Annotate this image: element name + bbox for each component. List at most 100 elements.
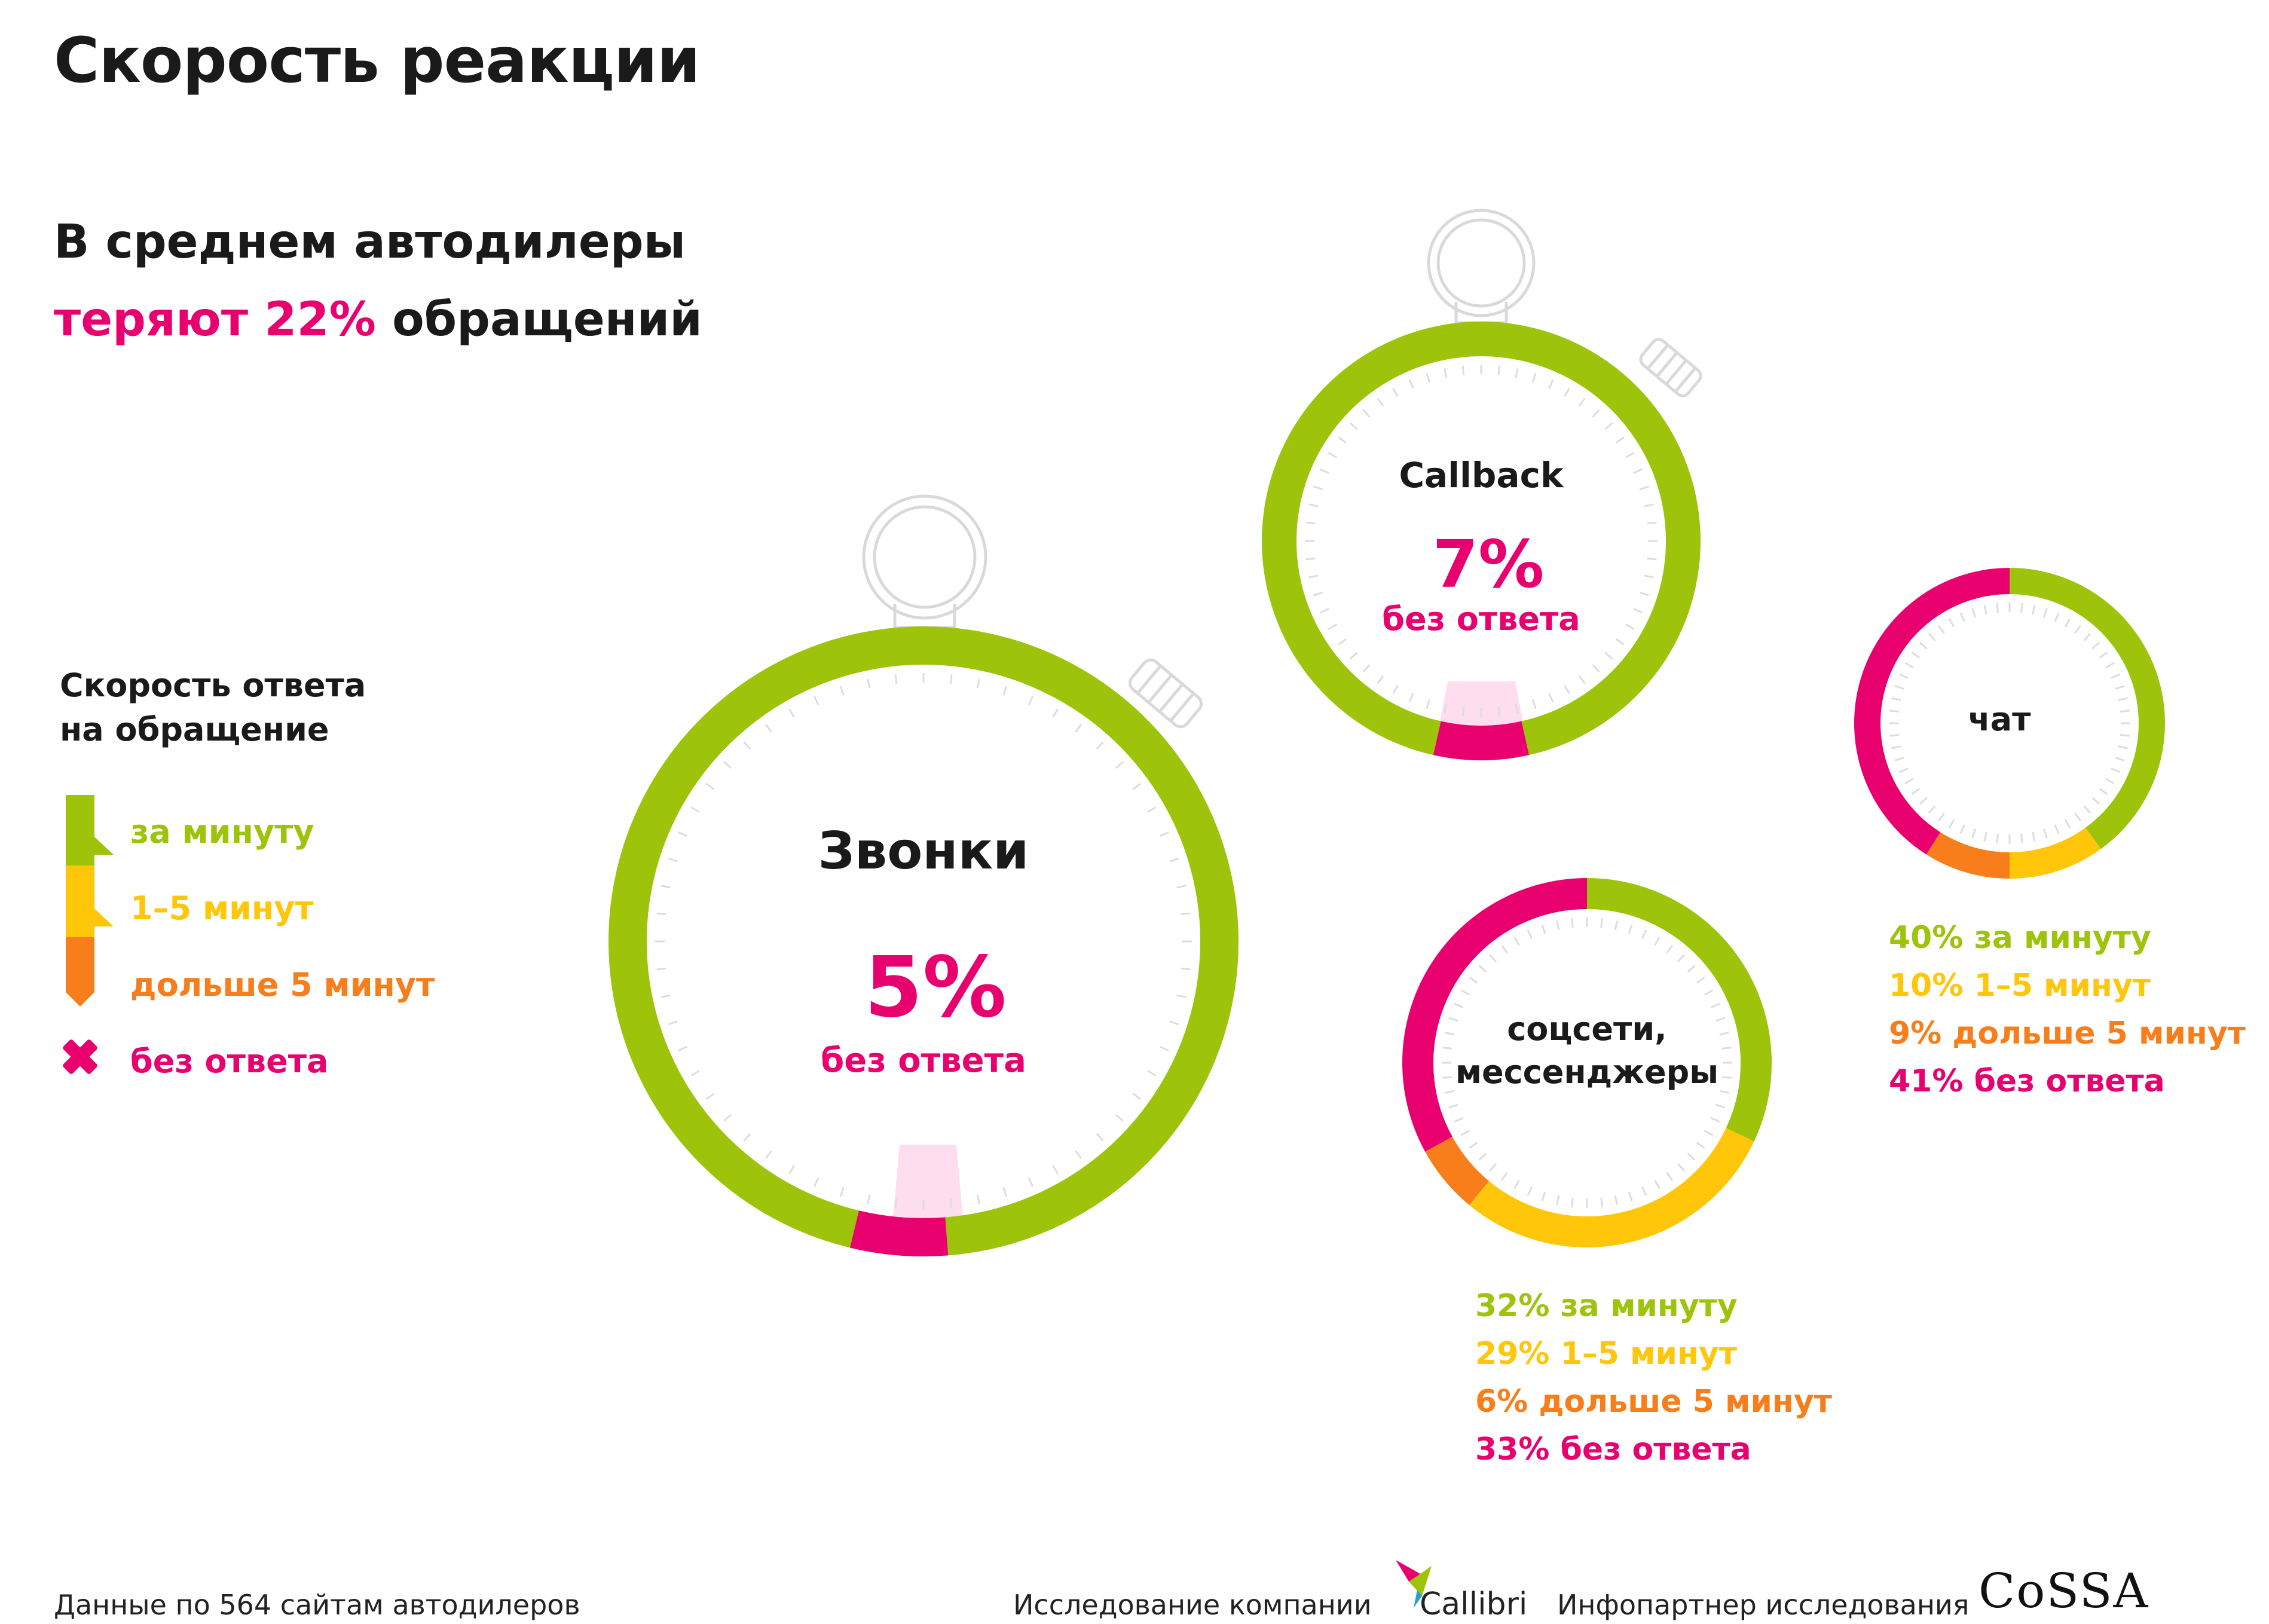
callback-tick [1548, 693, 1554, 703]
stopwatch-ring-icon [862, 494, 987, 620]
calls-tick [788, 1165, 795, 1175]
chat-tick [2111, 673, 2121, 679]
social-tick [1641, 1186, 1647, 1196]
calls-tick [765, 723, 772, 733]
calls-tick [1115, 1114, 1124, 1122]
chat-tick [2032, 831, 2036, 842]
calls-tick [1147, 806, 1157, 813]
chat-tick [2054, 824, 2060, 834]
social-tick [1696, 976, 1705, 984]
callback-tick [1515, 704, 1519, 714]
stopwatch-decor-callback [1427, 209, 1702, 397]
chat-tick [1948, 819, 1955, 828]
chat-tick [2091, 641, 2100, 650]
legend-item-minute: за минуту [130, 813, 314, 851]
footer-note: Данные по 564 сайтам автодилеров [54, 1589, 580, 1621]
calls-tick [894, 674, 898, 684]
calls-tick [1169, 1020, 1179, 1026]
chat-tick [1919, 797, 1928, 805]
callback-tick [1308, 574, 1319, 579]
social-slice-1 [1469, 1128, 1754, 1247]
chat-tick [2032, 605, 2036, 615]
calls-tick [743, 1133, 751, 1142]
callback-tick [1644, 574, 1654, 579]
calls-tick [656, 967, 666, 971]
calls-tick [1176, 994, 1187, 998]
chat-tick [1898, 767, 1909, 773]
chat-tick [1938, 812, 1945, 822]
calls-tick [668, 857, 678, 863]
chat-tick [2099, 788, 2108, 795]
legend-item-1-5: 1–5 минут [130, 889, 314, 927]
callback-tick [1408, 379, 1414, 389]
callback-tick [1625, 452, 1635, 458]
callback-tick [1408, 693, 1414, 703]
chat-tick [1919, 641, 1928, 650]
chat-tick [2099, 652, 2108, 659]
callback-tick [1578, 397, 1586, 407]
chat-slice-1 [2009, 827, 2101, 879]
callback-tick [1639, 485, 1650, 491]
social-stat-1-5: 29% 1–5 минут [1475, 1336, 1737, 1372]
calls-tick [976, 678, 980, 689]
legend-bar [63, 795, 114, 1074]
chat-tick [2064, 618, 2071, 628]
callback-tick [1515, 368, 1519, 378]
callback-tick [1644, 503, 1654, 507]
chat-tick [2074, 812, 2081, 822]
chat-tick [2020, 602, 2023, 613]
calls-tick [867, 1194, 871, 1204]
chat-tick [1928, 632, 1936, 641]
chat-tick [1971, 828, 1976, 839]
social-tick [1641, 929, 1647, 940]
chat-slice-2 [1926, 832, 2010, 879]
social-tick [1710, 1117, 1720, 1123]
social-tick [1614, 1195, 1618, 1206]
callback-slice-1 [1433, 721, 1530, 760]
subtitle-accent: теряют 22% [54, 293, 376, 347]
social-tick [1556, 920, 1560, 931]
callback-tick [1647, 557, 1657, 561]
calls-tick [1052, 1165, 1059, 1175]
calls-tick [705, 782, 715, 790]
callback-tick [1647, 521, 1657, 525]
legend-bar-orange [66, 937, 94, 1007]
callback-tick [1392, 684, 1399, 695]
social-tick [1489, 1163, 1497, 1172]
chat-tick [2115, 757, 2125, 761]
callback-tick [1338, 436, 1347, 444]
calls-tick [723, 761, 732, 769]
calls-tick [690, 1070, 700, 1076]
calls-tick [814, 1177, 819, 1187]
chat-tick [2105, 662, 2115, 669]
social-tick [1721, 1076, 1732, 1079]
legend-bar-green [66, 795, 94, 865]
subtitle-rest: обращений [392, 293, 702, 347]
calls-no-answer-highlight [892, 1145, 964, 1225]
social-tick [1454, 1002, 1464, 1009]
calls-tick [814, 696, 819, 706]
calls-tick [690, 806, 700, 813]
chat-tick [1898, 673, 1909, 679]
calls-tick [839, 1187, 845, 1197]
callback-tick [1531, 372, 1537, 383]
social-slice-2 [1425, 1136, 1490, 1206]
callback-tick [1564, 684, 1570, 695]
social-tick [1513, 1179, 1520, 1189]
calls-tick [656, 912, 666, 916]
chat-tick [2118, 745, 2128, 750]
social-tick [1541, 924, 1546, 934]
chat-tick [2091, 797, 2100, 805]
callback-tick [1461, 365, 1465, 375]
calls-tick [1002, 1187, 1008, 1197]
social-tick [1600, 1197, 1603, 1207]
social-tick [1541, 1191, 1546, 1201]
chat-tick [1889, 709, 1900, 713]
legend-title-line2: на обращение [60, 711, 329, 748]
social-tick [1719, 1032, 1730, 1036]
chat-stat-minute: 40% за минуту [1889, 920, 2151, 956]
chat-tick [1891, 745, 1901, 750]
social-tick [1469, 1142, 1478, 1149]
social-label-line1: соцсети, [1507, 1010, 1666, 1048]
callback-tick [1497, 365, 1501, 375]
